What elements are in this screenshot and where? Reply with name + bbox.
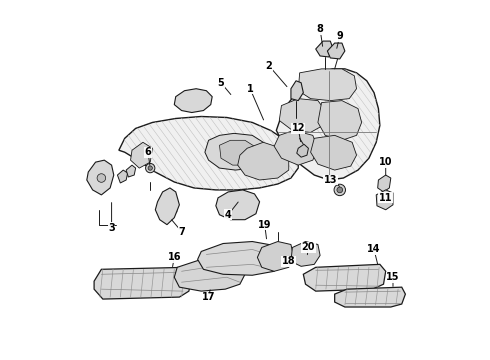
Text: 4: 4: [225, 210, 232, 220]
Polygon shape: [174, 257, 245, 291]
Text: 3: 3: [108, 222, 115, 233]
Polygon shape: [298, 69, 357, 100]
Text: 7: 7: [178, 226, 185, 237]
Text: 12: 12: [292, 123, 305, 134]
Text: 5: 5: [218, 78, 224, 88]
Circle shape: [337, 187, 343, 193]
Text: 9: 9: [337, 31, 343, 41]
Polygon shape: [297, 144, 308, 157]
Text: 14: 14: [368, 244, 381, 255]
Polygon shape: [303, 264, 386, 291]
Polygon shape: [205, 133, 267, 170]
Polygon shape: [257, 242, 294, 271]
Polygon shape: [335, 287, 405, 307]
Text: 20: 20: [302, 243, 315, 252]
Polygon shape: [279, 99, 325, 132]
Text: 2: 2: [266, 61, 272, 71]
Polygon shape: [118, 170, 127, 183]
Circle shape: [148, 166, 152, 170]
Polygon shape: [376, 190, 393, 210]
Polygon shape: [119, 117, 298, 190]
Text: 18: 18: [282, 256, 295, 266]
Polygon shape: [216, 190, 260, 220]
Text: 1: 1: [247, 84, 253, 94]
Polygon shape: [318, 100, 362, 140]
Polygon shape: [291, 242, 320, 266]
Polygon shape: [130, 142, 152, 168]
Text: 16: 16: [168, 252, 181, 262]
Text: 11: 11: [379, 193, 392, 203]
Polygon shape: [87, 160, 114, 195]
Polygon shape: [378, 175, 391, 192]
Circle shape: [146, 163, 155, 173]
Polygon shape: [155, 188, 179, 225]
Polygon shape: [238, 142, 289, 180]
Circle shape: [97, 174, 106, 182]
Polygon shape: [94, 267, 192, 299]
Text: 15: 15: [386, 272, 400, 282]
Text: 17: 17: [202, 292, 215, 302]
Polygon shape: [327, 43, 345, 59]
Polygon shape: [316, 41, 333, 57]
Polygon shape: [274, 130, 318, 165]
Text: 8: 8: [317, 24, 323, 34]
Text: 10: 10: [379, 157, 392, 167]
Text: 19: 19: [258, 220, 271, 230]
Text: 6: 6: [145, 147, 151, 157]
Polygon shape: [291, 81, 303, 100]
Polygon shape: [174, 89, 212, 113]
Text: 13: 13: [323, 175, 337, 185]
Circle shape: [334, 184, 345, 195]
Polygon shape: [276, 69, 380, 180]
Polygon shape: [197, 242, 279, 275]
Polygon shape: [311, 135, 357, 170]
Polygon shape: [220, 140, 257, 165]
Polygon shape: [126, 165, 136, 177]
